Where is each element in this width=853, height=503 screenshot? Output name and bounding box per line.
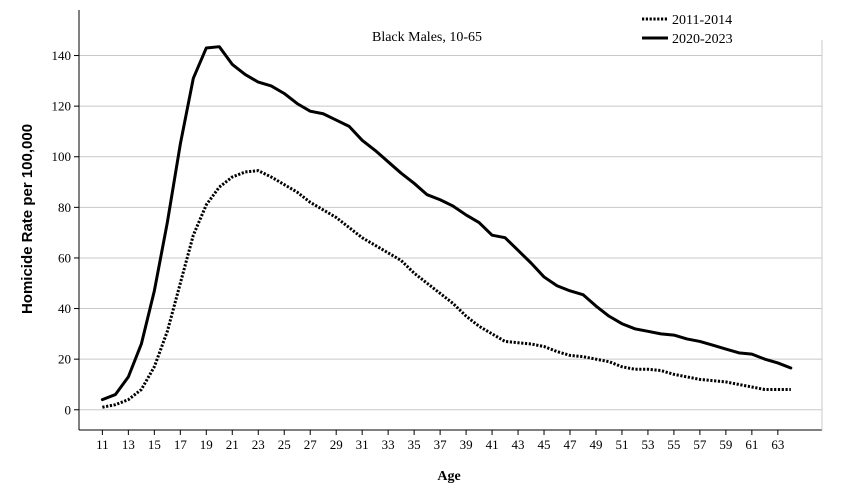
y-tick-label-20: 20	[58, 352, 71, 367]
x-tick-label-13: 13	[122, 437, 135, 452]
x-tick-label-31: 31	[356, 437, 369, 452]
legend-label-2011-2014: 2011-2014	[672, 13, 732, 28]
x-ticks: 11 13 15 17 19 21 23 25 27 29 31 33 35 37 39 41 43 45 47 49…	[96, 430, 784, 452]
gridlines	[79, 55, 822, 411]
x-tick-label-57: 57	[693, 437, 707, 452]
x-axis-title: Age	[437, 469, 460, 484]
x-tick-label-61: 61	[745, 437, 758, 452]
x-tick-label-39: 39	[460, 437, 473, 452]
x-tick-label-51: 51	[615, 437, 628, 452]
y-axis-title: Homicide Rate per 100,000	[19, 124, 36, 314]
x-tick-label-21: 21	[226, 437, 239, 452]
chart-annotation: Black Males, 10-65	[372, 30, 482, 45]
y-tick-label-0: 0	[65, 402, 72, 417]
x-tick-label-43: 43	[512, 437, 525, 452]
x-tick-label-59: 59	[719, 437, 732, 452]
legend: 2011-2014 2020-2023	[642, 13, 733, 47]
x-tick-label-49: 49	[589, 437, 602, 452]
x-tick-label-63: 63	[771, 437, 784, 452]
y-tick-label-140: 140	[52, 48, 72, 63]
axes	[78, 10, 823, 431]
x-tick-label-47: 47	[564, 437, 578, 452]
x-tick-label-23: 23	[252, 437, 265, 452]
series-line-2011-2014	[102, 169, 791, 409]
y-ticks: 0 20 40 60 80 100 120 140	[52, 48, 79, 417]
y-tick-label-120: 120	[52, 99, 72, 114]
x-tick-label-19: 19	[200, 437, 213, 452]
x-tick-label-33: 33	[382, 437, 395, 452]
x-tick-label-37: 37	[434, 437, 448, 452]
y-tick-label-80: 80	[58, 200, 71, 215]
series-lines	[100, 45, 793, 409]
y-tick-label-40: 40	[58, 301, 71, 316]
x-tick-label-25: 25	[278, 437, 291, 452]
legend-label-2020-2023: 2020-2023	[672, 32, 733, 47]
x-tick-label-55: 55	[667, 437, 680, 452]
x-tick-label-45: 45	[538, 437, 551, 452]
x-tick-label-29: 29	[330, 437, 343, 452]
y-tick-label-100: 100	[52, 149, 72, 164]
x-tick-label-35: 35	[408, 437, 421, 452]
x-tick-label-53: 53	[641, 437, 654, 452]
series-line-2020-2023	[100, 45, 793, 402]
x-tick-label-41: 41	[486, 437, 499, 452]
x-tick-label-11: 11	[96, 437, 109, 452]
x-tick-label-27: 27	[304, 437, 318, 452]
y-tick-label-60: 60	[58, 250, 71, 265]
x-tick-label-15: 15	[148, 437, 161, 452]
x-tick-label-17: 17	[174, 437, 188, 452]
